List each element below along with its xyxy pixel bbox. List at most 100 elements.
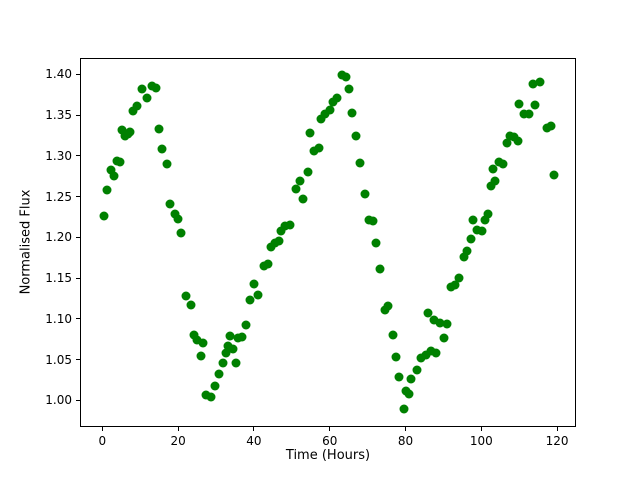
data-point bbox=[173, 214, 183, 224]
data-point bbox=[186, 300, 195, 310]
data-point bbox=[325, 105, 335, 115]
data-point bbox=[295, 176, 305, 185]
data-point bbox=[429, 315, 439, 325]
data-point bbox=[253, 290, 263, 300]
y-tick-label: 1.20 bbox=[45, 230, 72, 245]
y-tick-mark bbox=[76, 196, 80, 198]
data-point bbox=[332, 93, 342, 103]
data-point bbox=[383, 301, 393, 311]
data-point bbox=[99, 211, 109, 221]
data-point bbox=[513, 136, 522, 146]
data-point bbox=[404, 389, 414, 399]
data-point bbox=[142, 93, 152, 103]
x-tick-label: 0 bbox=[98, 434, 107, 448]
x-tick-mark bbox=[101, 427, 103, 431]
y-tick-label: 1.10 bbox=[45, 311, 72, 326]
data-point bbox=[423, 308, 433, 318]
data-point bbox=[528, 79, 538, 89]
x-tick-mark bbox=[329, 427, 331, 431]
y-tick-mark bbox=[76, 277, 80, 279]
data-point bbox=[490, 176, 500, 186]
x-tick-label: 60 bbox=[322, 434, 338, 448]
data-point bbox=[421, 350, 431, 360]
x-tick-label: 100 bbox=[469, 434, 493, 448]
data-point bbox=[454, 273, 464, 283]
x-tick-mark bbox=[177, 427, 179, 431]
data-point bbox=[196, 351, 206, 361]
data-point bbox=[388, 330, 398, 340]
data-point bbox=[524, 109, 534, 119]
data-point bbox=[276, 226, 286, 236]
data-point bbox=[462, 246, 472, 256]
data-point bbox=[192, 335, 202, 345]
data-point bbox=[316, 114, 326, 124]
data-point bbox=[351, 131, 361, 141]
data-point bbox=[189, 330, 199, 340]
data-point bbox=[375, 264, 385, 274]
data-point bbox=[347, 108, 357, 118]
data-point bbox=[176, 228, 186, 238]
data-point bbox=[231, 358, 241, 368]
data-point bbox=[519, 109, 529, 119]
data-point bbox=[468, 215, 478, 225]
y-tick-mark bbox=[76, 359, 80, 361]
data-point bbox=[502, 138, 512, 148]
data-point bbox=[380, 305, 389, 315]
data-point bbox=[546, 121, 556, 131]
data-point bbox=[542, 123, 552, 133]
data-point bbox=[128, 106, 138, 116]
y-tick-mark bbox=[76, 114, 80, 116]
data-point bbox=[162, 159, 172, 169]
data-point bbox=[442, 319, 452, 329]
data-point bbox=[314, 143, 324, 153]
data-point bbox=[399, 404, 409, 414]
data-point bbox=[132, 101, 142, 111]
data-point bbox=[498, 159, 508, 169]
data-point bbox=[488, 164, 498, 174]
data-point bbox=[137, 84, 147, 94]
data-point bbox=[210, 381, 220, 391]
data-point bbox=[337, 70, 347, 80]
x-tick-mark bbox=[253, 427, 255, 431]
data-point bbox=[426, 346, 436, 356]
y-tick-label: 1.30 bbox=[45, 148, 72, 163]
data-point bbox=[223, 341, 233, 351]
data-point bbox=[151, 83, 161, 93]
data-point bbox=[102, 185, 112, 195]
x-tick-label: 120 bbox=[545, 434, 569, 448]
data-point bbox=[435, 318, 445, 328]
data-point bbox=[412, 365, 422, 375]
data-point bbox=[154, 124, 164, 134]
x-tick-mark bbox=[404, 427, 406, 431]
data-point bbox=[477, 226, 486, 236]
data-point bbox=[303, 167, 313, 177]
data-point bbox=[291, 184, 301, 194]
data-point bbox=[214, 369, 224, 379]
data-point bbox=[237, 332, 247, 342]
data-point bbox=[368, 216, 378, 226]
data-point bbox=[285, 220, 295, 230]
data-point bbox=[371, 238, 381, 248]
data-point bbox=[309, 146, 319, 156]
y-tick-mark bbox=[76, 236, 80, 238]
data-point bbox=[266, 242, 276, 252]
data-point bbox=[360, 189, 370, 199]
data-point bbox=[394, 372, 404, 382]
data-point bbox=[198, 338, 208, 348]
data-point bbox=[221, 348, 231, 358]
data-point bbox=[305, 128, 315, 138]
y-tick-mark bbox=[76, 318, 80, 320]
data-point bbox=[416, 353, 426, 363]
data-point bbox=[328, 97, 338, 107]
data-point bbox=[241, 320, 251, 330]
y-tick-label: 1.15 bbox=[45, 271, 72, 286]
data-point bbox=[341, 72, 351, 82]
data-point bbox=[115, 157, 125, 167]
data-point bbox=[218, 358, 228, 368]
data-point bbox=[298, 194, 308, 204]
data-point bbox=[263, 259, 273, 269]
y-tick-mark bbox=[76, 155, 80, 157]
data-point bbox=[320, 109, 330, 119]
y-tick-label: 1.05 bbox=[45, 352, 72, 367]
